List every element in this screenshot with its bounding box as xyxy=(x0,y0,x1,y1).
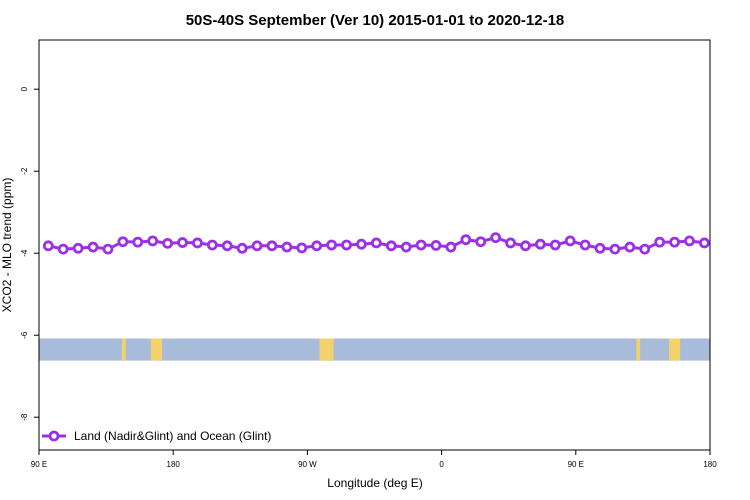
y-tick-label: -8 xyxy=(20,413,29,421)
data-point xyxy=(520,240,531,252)
data-point xyxy=(400,241,412,253)
data-point xyxy=(639,243,651,255)
data-point xyxy=(102,243,114,255)
y-axis: 0 -2 -4 -6 -8 xyxy=(20,86,39,421)
data-point xyxy=(42,240,54,252)
x-tick-label: 180 xyxy=(167,460,181,469)
data-point xyxy=(370,237,382,249)
y-axis-label: XCO2 - MLO trend (ppm) xyxy=(0,178,14,313)
y-tick-label: 0 xyxy=(20,86,29,91)
data-point xyxy=(311,240,323,252)
data-point xyxy=(609,243,621,255)
data-point xyxy=(192,237,203,249)
data-point xyxy=(356,238,367,250)
data-point xyxy=(624,241,636,253)
data-point xyxy=(206,239,218,251)
land-patch xyxy=(121,338,126,361)
data-point xyxy=(594,242,606,254)
y-tick-label: -4 xyxy=(20,249,29,257)
data-point xyxy=(490,232,502,244)
land-patch xyxy=(668,338,681,361)
data-point xyxy=(430,240,442,251)
data-point xyxy=(147,235,159,247)
data-point xyxy=(57,243,69,255)
ocean-band xyxy=(39,338,710,361)
x-tick-label: 90 E xyxy=(568,460,584,469)
data-point xyxy=(132,236,144,248)
plot-frame xyxy=(38,39,711,451)
x-tick-label: 90 E xyxy=(31,460,47,469)
y-tick-label: -6 xyxy=(20,331,29,339)
data-point xyxy=(415,239,427,251)
data-point xyxy=(221,240,233,252)
x-tick-label: 90 W xyxy=(298,460,317,469)
data-point xyxy=(266,240,278,252)
chart-title: 50S-40S September (Ver 10) 2015-01-01 to… xyxy=(186,12,565,29)
data-point xyxy=(564,235,576,247)
x-axis: 90 E 180 90 W 0 90 E 180 xyxy=(31,450,717,469)
x-axis-label: Longitude (deg E) xyxy=(327,476,422,490)
land-patch xyxy=(636,338,641,361)
data-point xyxy=(699,237,710,249)
data-point xyxy=(296,242,308,254)
data-point xyxy=(445,241,457,253)
land-ocean-band xyxy=(39,338,710,361)
data-point xyxy=(326,239,338,251)
data-point xyxy=(534,238,546,250)
data-point xyxy=(684,235,695,247)
data-point xyxy=(505,237,516,249)
data-point xyxy=(236,242,248,254)
data-point xyxy=(72,242,84,254)
series-layer xyxy=(42,232,710,255)
data-point xyxy=(162,237,174,249)
x-tick-label: 180 xyxy=(703,460,717,469)
data-point xyxy=(549,239,561,251)
data-point xyxy=(117,236,129,248)
data-point xyxy=(579,239,591,251)
legend-marker xyxy=(48,430,60,442)
y-tick-label: -2 xyxy=(20,167,29,175)
x-tick-label: 0 xyxy=(439,460,444,469)
land-patch xyxy=(319,338,334,361)
data-point xyxy=(385,240,397,252)
data-point xyxy=(87,241,99,253)
data-point xyxy=(669,236,680,248)
data-point xyxy=(654,236,666,248)
legend-label: Land (Nadir&Glint) and Ocean (Glint) xyxy=(74,429,271,443)
land-patch xyxy=(150,338,163,361)
data-point xyxy=(475,236,487,248)
data-point xyxy=(177,237,188,248)
data-point xyxy=(251,240,263,252)
data-point xyxy=(281,241,293,253)
data-point xyxy=(460,234,472,246)
legend: Land (Nadir&Glint) and Ocean (Glint) xyxy=(42,429,271,443)
data-point xyxy=(341,239,352,251)
